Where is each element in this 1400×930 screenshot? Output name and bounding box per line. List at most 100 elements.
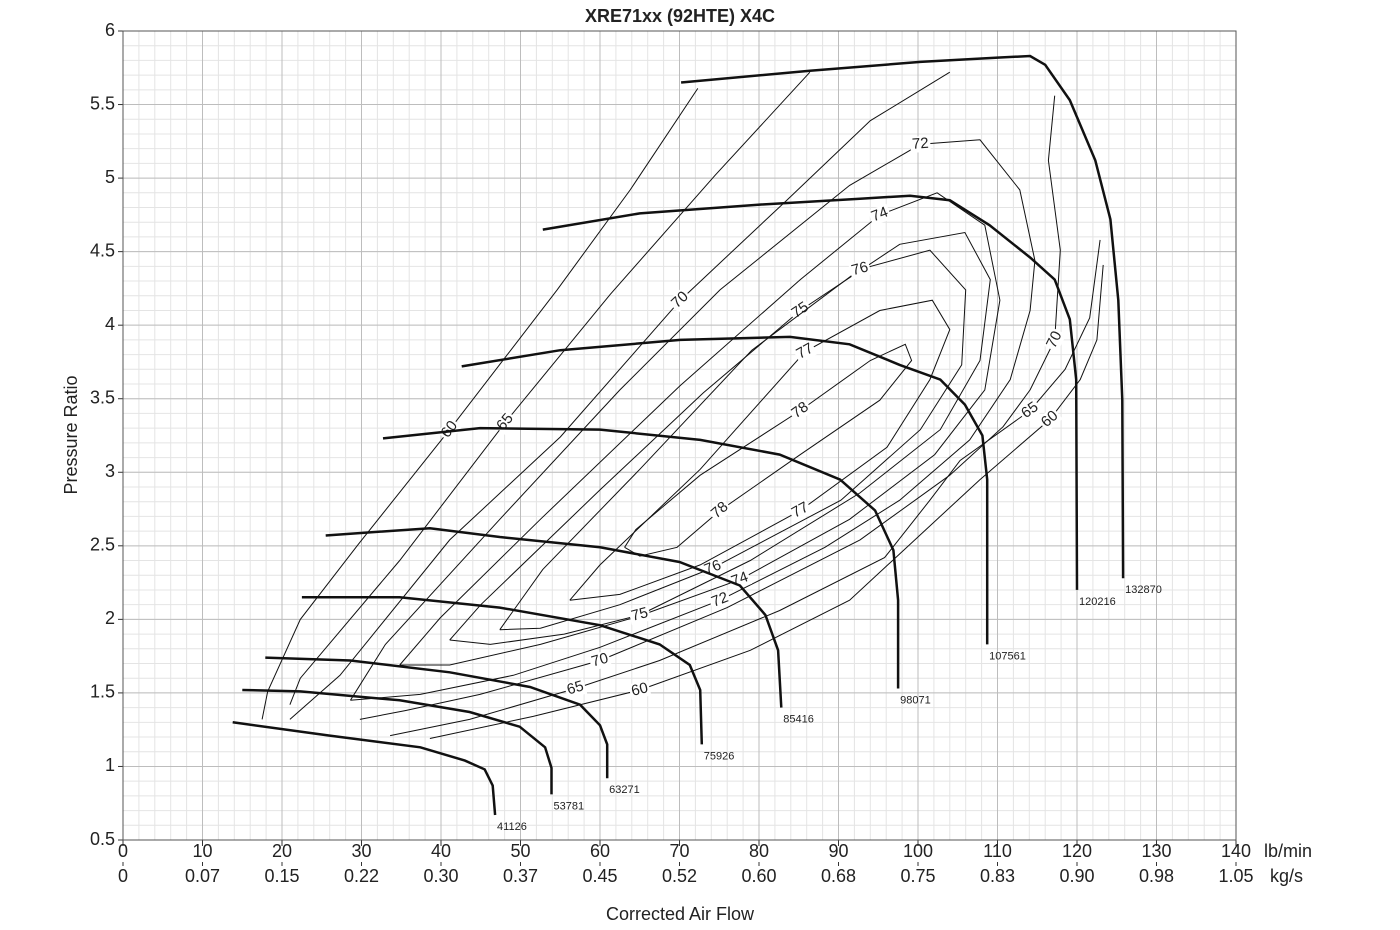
speed-line bbox=[542, 194, 1079, 590]
contour-label-bg bbox=[1017, 398, 1043, 423]
x-axis-label: Corrected Air Flow bbox=[606, 904, 755, 924]
contour-label-group: 65 bbox=[563, 677, 588, 699]
contour-label-group: 60 bbox=[1037, 406, 1063, 432]
contour-label-group: 70 bbox=[1043, 327, 1067, 353]
efficiency-contour bbox=[624, 343, 913, 557]
y-tick-label: 1.5 bbox=[90, 682, 115, 702]
speed-label: 75926 bbox=[704, 750, 735, 762]
speed-line bbox=[325, 526, 783, 708]
contour-label-group: 60 bbox=[628, 679, 652, 701]
contour-label-group: 78 bbox=[707, 497, 733, 524]
x2-tick-label: 0.90 bbox=[1059, 866, 1094, 886]
speed-label: 98071 bbox=[900, 694, 931, 706]
contour-label: 75 bbox=[629, 604, 649, 625]
contour-label-bg bbox=[792, 339, 818, 364]
contour-label: 65 bbox=[1018, 398, 1041, 422]
x-tick-label: 120 bbox=[1062, 841, 1092, 861]
contour-label-group: 70 bbox=[588, 650, 612, 671]
chart-title: XRE71xx (92HTE) X4C bbox=[585, 6, 775, 26]
contour-label-group: 77 bbox=[792, 339, 818, 364]
speed-label: 85416 bbox=[783, 714, 814, 726]
speed-line bbox=[301, 596, 704, 745]
contour-label: 76 bbox=[850, 258, 871, 279]
x2-tick-label: 0.75 bbox=[900, 866, 935, 886]
y-tick-label: 0.5 bbox=[90, 829, 115, 849]
x-tick-label: 80 bbox=[749, 841, 769, 861]
x-tick-label: 10 bbox=[192, 841, 212, 861]
contour-label-group: 70 bbox=[667, 287, 694, 313]
efficiency-contour bbox=[499, 249, 967, 631]
contour-label: 60 bbox=[629, 679, 649, 700]
efficiency-contour bbox=[349, 139, 1036, 701]
y-tick-label: 2 bbox=[105, 608, 115, 628]
x-tick-label: 50 bbox=[510, 841, 530, 861]
contour-label: 70 bbox=[590, 650, 611, 671]
x2-tick-label: 0.22 bbox=[344, 866, 379, 886]
y-tick-label: 5 bbox=[105, 167, 115, 187]
contour-label-group: 78 bbox=[787, 398, 814, 423]
x2-tick-label: 1.05 bbox=[1218, 866, 1253, 886]
efficiency-contour bbox=[569, 299, 951, 601]
speed-label: 120216 bbox=[1079, 596, 1116, 608]
x2-tick-label: 0.68 bbox=[821, 866, 856, 886]
contour-label-group: 76 bbox=[848, 258, 872, 280]
y-axis-label: Pressure Ratio bbox=[61, 375, 81, 494]
x-tick-label: 140 bbox=[1221, 841, 1251, 861]
contour-label-bg bbox=[787, 398, 814, 423]
contour-label-bg bbox=[707, 497, 733, 524]
x-tick-label: 70 bbox=[669, 841, 689, 861]
contour-label-group: 74 bbox=[867, 203, 893, 226]
y-tick-label: 6 bbox=[105, 20, 115, 40]
contour-label-bg bbox=[1037, 406, 1063, 432]
contour-label: 74 bbox=[869, 203, 891, 225]
contour-label-group: 60 bbox=[437, 416, 463, 443]
x2-tick-label: 0.83 bbox=[980, 866, 1015, 886]
contour-label-bg bbox=[437, 416, 463, 443]
x-tick-label: 110 bbox=[983, 841, 1012, 861]
x2-tick-label: 0.52 bbox=[662, 866, 697, 886]
efficiency-contour bbox=[289, 71, 1061, 720]
x2-tick-label: 0.60 bbox=[741, 866, 776, 886]
x-tick-label: 130 bbox=[1141, 841, 1171, 861]
contour-label-bg bbox=[588, 650, 612, 671]
speed-line bbox=[382, 426, 900, 689]
plot-frame bbox=[122, 30, 1237, 841]
contour-label: 72 bbox=[709, 589, 731, 611]
y-tick-label: 1 bbox=[105, 755, 115, 775]
contour-label-group: 75 bbox=[787, 298, 814, 323]
speed-label: 107561 bbox=[989, 650, 1026, 662]
contour-label: 78 bbox=[788, 398, 811, 422]
y-tick-label: 5.5 bbox=[90, 93, 115, 113]
speed-line bbox=[232, 721, 497, 816]
x2-tick-label: 0.98 bbox=[1139, 866, 1174, 886]
x2-tick-label: 0.15 bbox=[264, 866, 299, 886]
contour-label-group: 77 bbox=[787, 498, 813, 523]
x-tick-label: 20 bbox=[272, 841, 292, 861]
y-tick-label: 4.5 bbox=[90, 240, 115, 260]
contour-label: 75 bbox=[788, 298, 811, 321]
y-tick-label: 2.5 bbox=[90, 535, 115, 555]
contour-label-bg bbox=[1043, 327, 1067, 353]
contour-label-bg bbox=[787, 298, 814, 323]
x-tick-label: 90 bbox=[828, 841, 848, 861]
contour-label-bg bbox=[628, 679, 652, 701]
speed-line bbox=[461, 335, 989, 645]
x2-tick-label: 0.07 bbox=[185, 866, 220, 886]
x-tick-label: 60 bbox=[590, 841, 610, 861]
x-unit: lb/min bbox=[1264, 841, 1312, 861]
contour-label-bg bbox=[787, 498, 813, 523]
speed-line bbox=[680, 54, 1125, 579]
contour-label: 60 bbox=[438, 417, 462, 441]
contour-label: 77 bbox=[789, 499, 812, 522]
x2-tick-label: 0.37 bbox=[503, 866, 538, 886]
contour-label-group: 72 bbox=[707, 589, 733, 612]
speed-label: 132870 bbox=[1125, 584, 1162, 596]
x2-tick-label: 0.45 bbox=[582, 866, 617, 886]
contour-label: 77 bbox=[793, 340, 816, 363]
speed-label: 53781 bbox=[554, 800, 585, 812]
contour-label-bg bbox=[707, 589, 733, 612]
contour-label-bg bbox=[848, 258, 872, 280]
